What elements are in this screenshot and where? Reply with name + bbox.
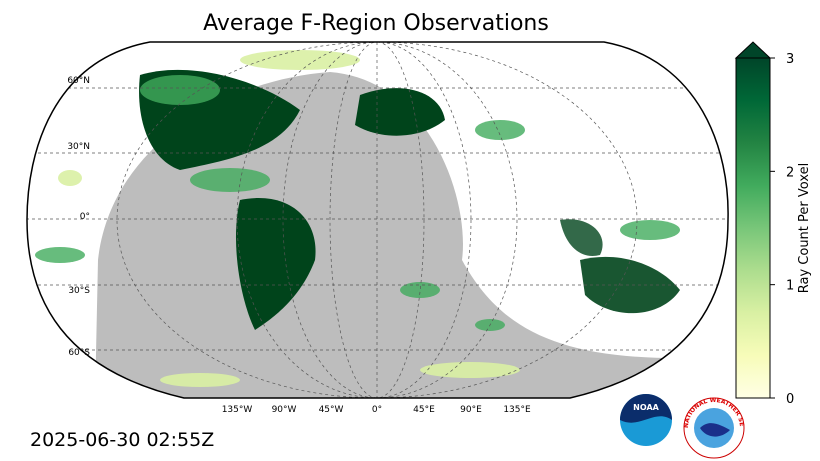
latitude-label: 30°N [67,142,90,152]
longitude-label: 0° [372,405,382,415]
latitude-label: 30°S [68,286,90,296]
latitude-label: 0° [80,212,90,222]
longitude-label: 90°W [272,405,297,415]
title: Average F-Region Observations [203,11,549,36]
latitude-label: 60°S [68,348,90,358]
noaa-text: NOAA [633,403,659,412]
noaa-logo: NOAA [620,394,672,446]
colorbar-tick-label: 2 [786,165,794,180]
colorbar-tick-label: 1 [786,279,794,294]
latitude-label: 60°N [67,76,90,86]
map [27,42,729,398]
colorbar-tick-label: 3 [786,52,794,67]
colorbar [735,57,771,399]
colorbar-label: Ray Count Per Voxel [797,163,812,293]
longitude-label: 45°W [319,405,344,415]
longitude-label: 135°E [503,405,531,415]
colorbar-extend [734,41,772,59]
colorbar-tick-label: 0 [786,392,794,407]
longitude-label: 135°W [222,405,253,415]
timestamp: 2025-06-30 02:55Z [30,429,214,451]
longitude-label: 90°E [460,405,482,415]
longitude-label: 45°E [413,405,435,415]
